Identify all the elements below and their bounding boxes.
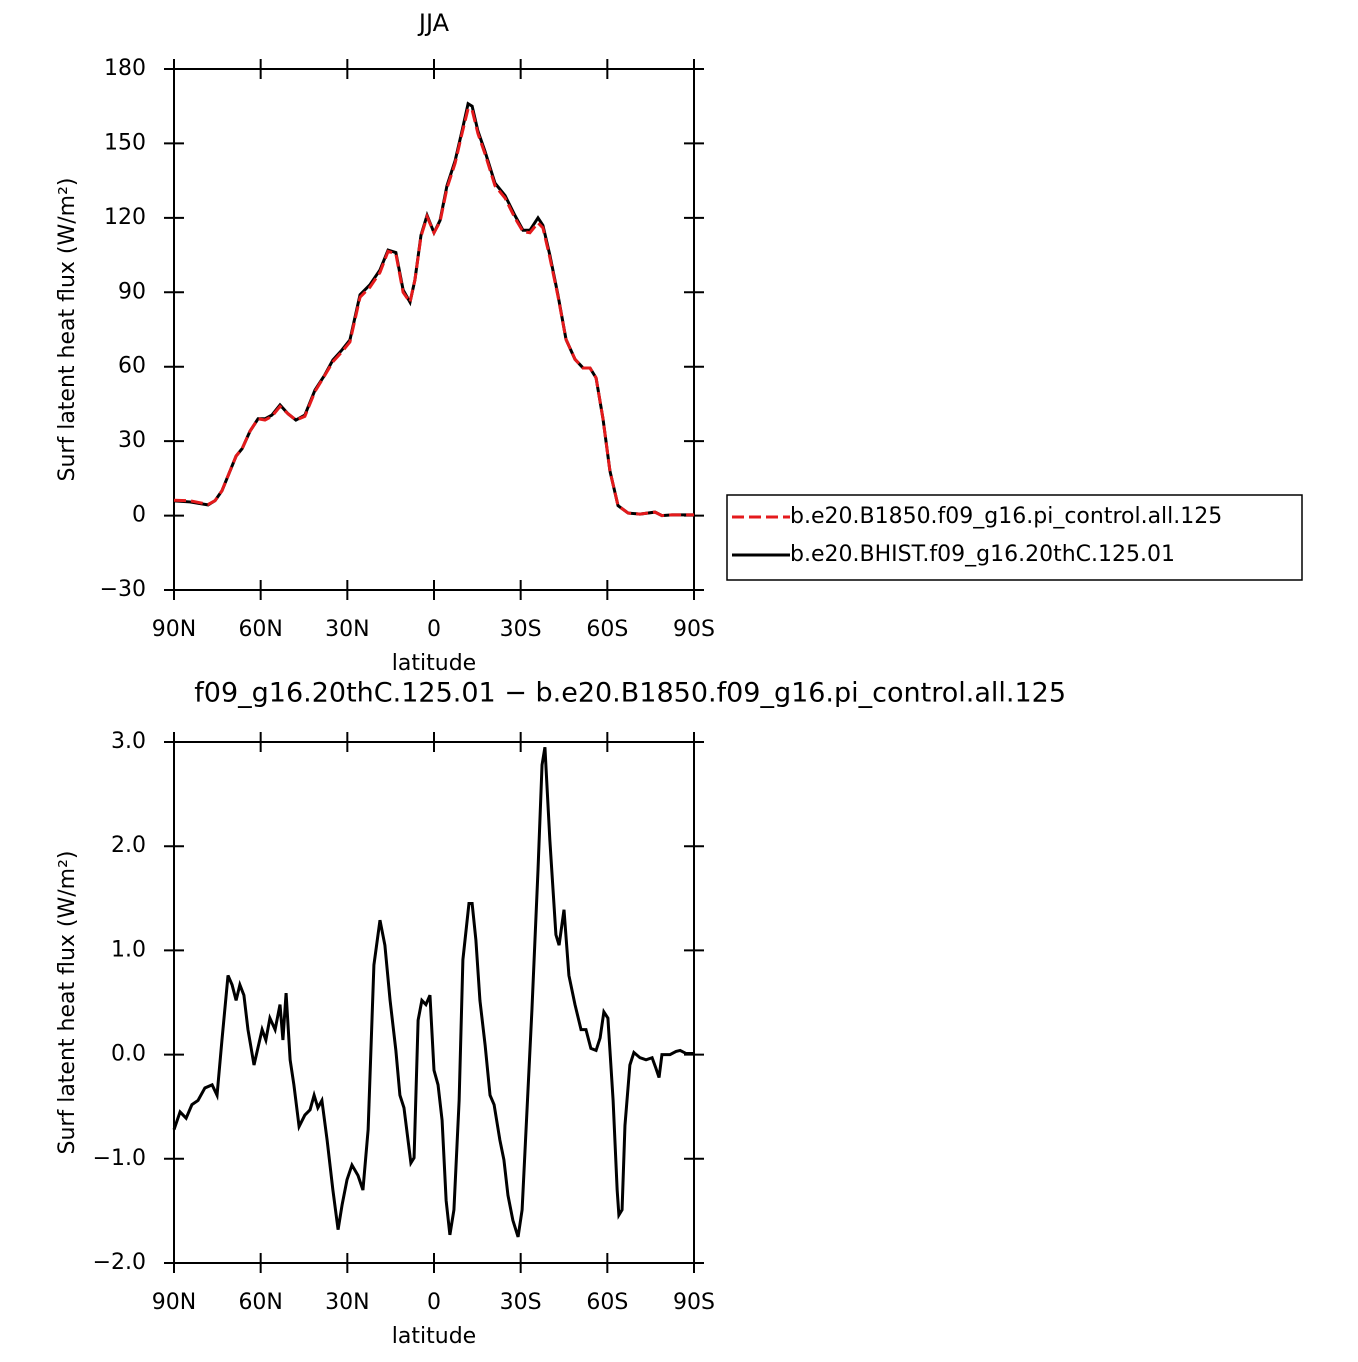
x-tick-label: 30S bbox=[500, 1290, 542, 1315]
y-tick-label: −2.0 bbox=[93, 1250, 146, 1275]
x-tick-label: 0 bbox=[427, 617, 441, 642]
data-line bbox=[173, 106, 694, 518]
y-axis-label: Surf latent heat flux (W/m²) bbox=[55, 851, 80, 1155]
y-axis-label: Surf latent heat flux (W/m²) bbox=[55, 178, 80, 482]
y-tick-label: 150 bbox=[104, 130, 146, 155]
x-tick-label: 90S bbox=[673, 617, 715, 642]
plot-frame bbox=[173, 68, 695, 591]
x-tick-label: 60S bbox=[586, 1290, 628, 1315]
y-tick-label: −1.0 bbox=[93, 1146, 146, 1171]
y-tick-label: 120 bbox=[104, 205, 146, 230]
x-tick-label: 30S bbox=[500, 617, 542, 642]
x-tick-label: 0 bbox=[427, 1290, 441, 1315]
legend-label: b.e20.B1850.f09_g16.pi_control.all.125 bbox=[790, 504, 1222, 529]
chart-title: f09_g16.20thC.125.01 − b.e20.B1850.f09_g… bbox=[194, 678, 1066, 709]
x-tick-label: 90N bbox=[152, 1290, 196, 1315]
y-tick-label: 0 bbox=[132, 503, 146, 528]
y-tick-label: 2.0 bbox=[111, 833, 146, 858]
x-tick-label: 30N bbox=[325, 617, 369, 642]
chart-title: JJA bbox=[417, 9, 450, 37]
x-tick-label: 90N bbox=[152, 617, 196, 642]
x-tick-label: 30N bbox=[325, 1290, 369, 1315]
y-tick-label: 0.0 bbox=[111, 1042, 146, 1067]
data-line bbox=[172, 746, 694, 1238]
y-tick-label: 60 bbox=[118, 354, 146, 379]
x-tick-label: 90S bbox=[673, 1290, 715, 1315]
y-tick-label: 90 bbox=[118, 279, 146, 304]
legend-label: b.e20.BHIST.f09_g16.20thC.125.01 bbox=[790, 542, 1175, 567]
y-tick-label: 1.0 bbox=[111, 937, 146, 962]
x-tick-label: 60N bbox=[238, 1290, 282, 1315]
x-axis-label: latitude bbox=[392, 1324, 476, 1349]
x-tick-label: 60N bbox=[238, 617, 282, 642]
x-axis-label: latitude bbox=[392, 651, 476, 676]
data-line bbox=[173, 101, 694, 518]
y-tick-label: 180 bbox=[104, 56, 146, 81]
legend-box bbox=[726, 494, 1303, 581]
x-tick-label: 60S bbox=[586, 617, 628, 642]
y-tick-label: 30 bbox=[118, 428, 146, 453]
y-tick-label: 3.0 bbox=[111, 729, 146, 754]
y-tick-label: −30 bbox=[100, 577, 146, 602]
